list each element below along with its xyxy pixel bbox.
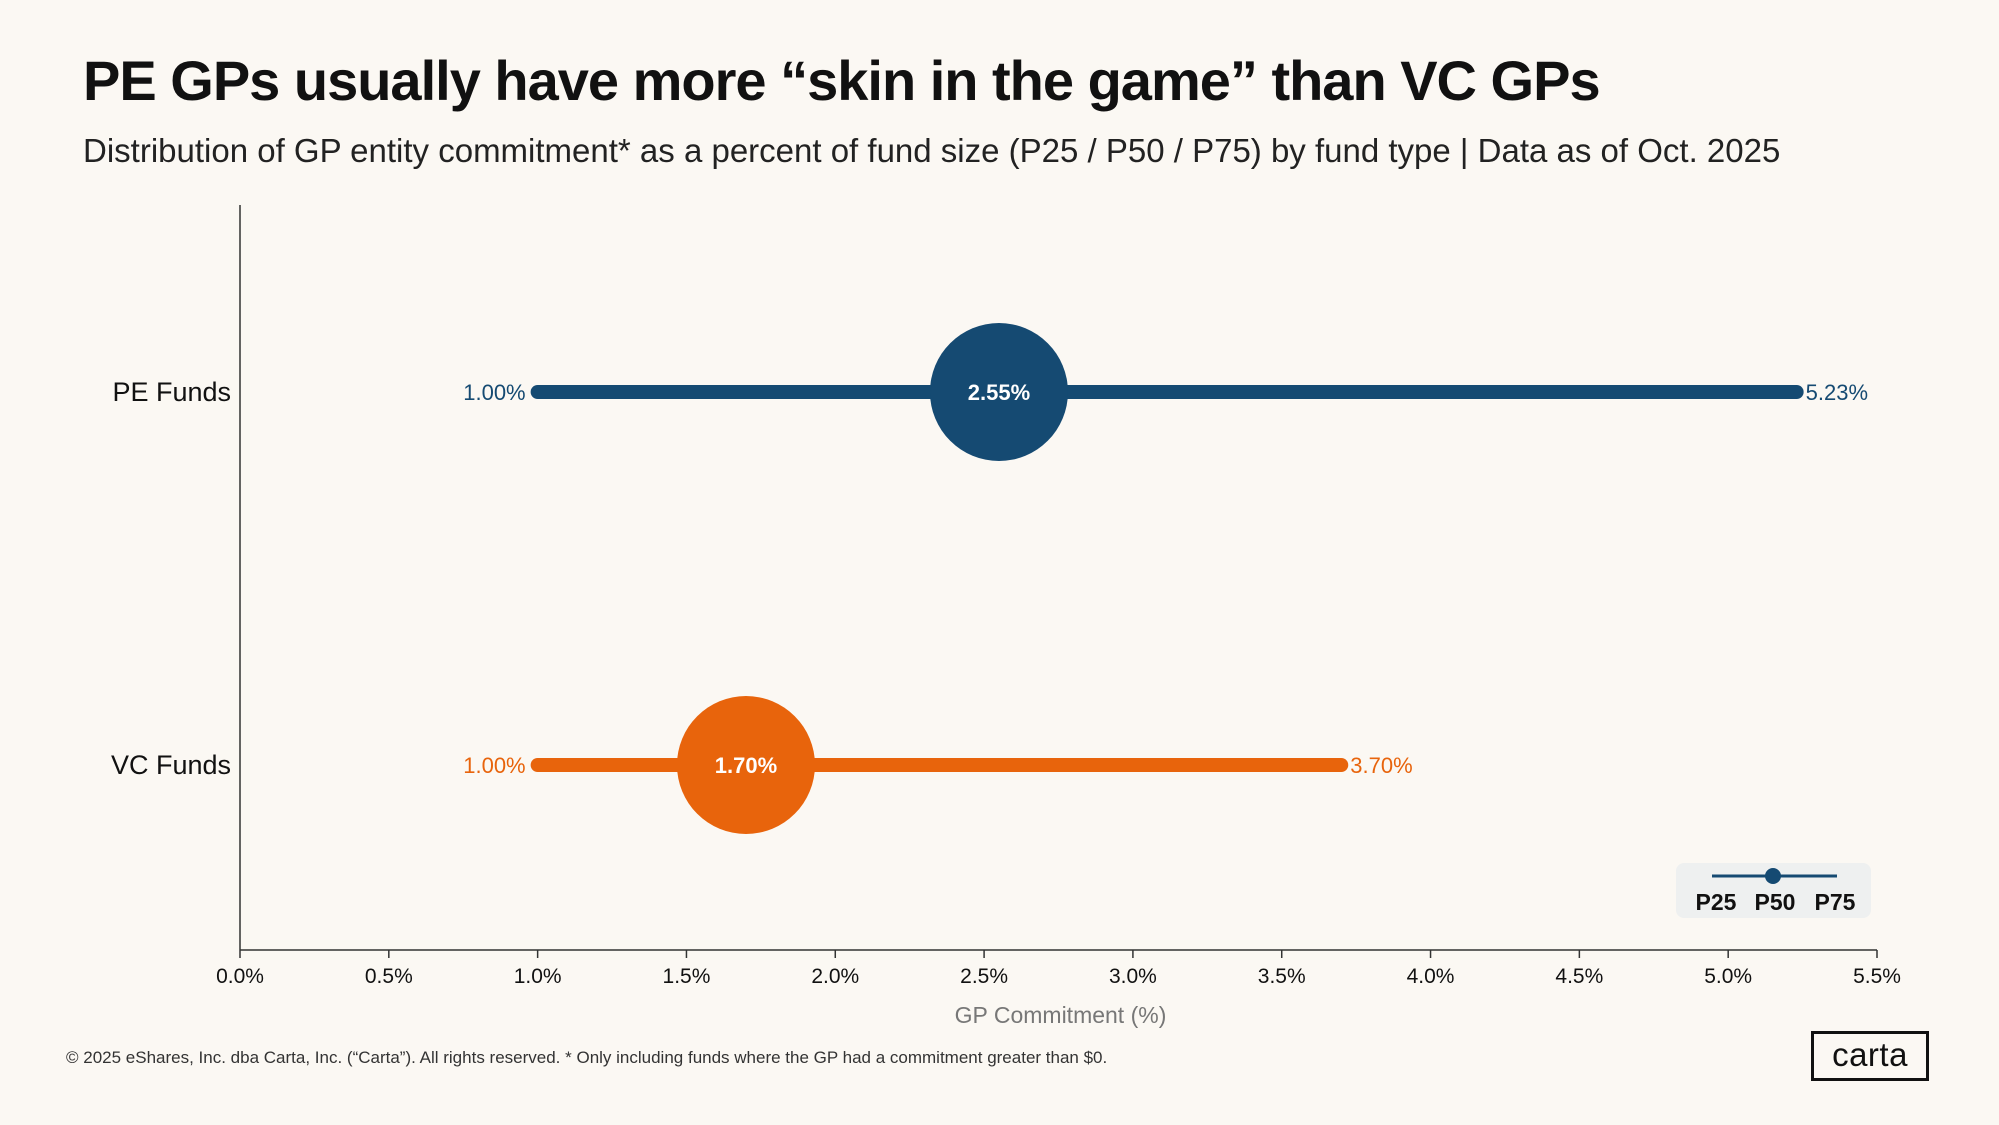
median-dot-pe-funds (929, 323, 1068, 461)
footer-copyright: © 2025 eShares, Inc. dba Carta, Inc. (“C… (66, 1048, 1108, 1067)
chart-title: PE GPs usually have more “skin in the ga… (83, 49, 1601, 112)
p75-label-pe-funds: 5.23% (1806, 380, 1868, 405)
x-tick-label: 3.0% (1109, 965, 1157, 988)
p50-label-vc-funds: 1.70% (715, 753, 777, 778)
p25-label-vc-funds: 1.00% (463, 753, 525, 778)
carta-logo: carta (1811, 1031, 1929, 1081)
x-tick-label: 3.5% (1258, 965, 1306, 988)
x-tick-label: 1.5% (663, 965, 711, 988)
median-dot-vc-funds (676, 696, 815, 834)
category-label-pe-funds: PE Funds (112, 377, 231, 407)
x-tick-label: 5.0% (1704, 965, 1752, 988)
x-tick-label: 4.0% (1407, 965, 1455, 988)
x-tick-label: 0.5% (365, 965, 413, 988)
category-label-vc-funds: VC Funds (111, 750, 231, 780)
legend-label-p75: P75 (1815, 889, 1856, 915)
p50-label-pe-funds: 2.55% (968, 380, 1030, 405)
legend-label-p50: P50 (1755, 889, 1796, 915)
chart-subtitle: Distribution of GP entity commitment* as… (83, 132, 1781, 169)
x-tick-label: 2.0% (811, 965, 859, 988)
x-tick-label: 1.0% (514, 965, 562, 988)
x-tick-label: 0.0% (216, 965, 264, 988)
x-tick-label: 4.5% (1555, 965, 1603, 988)
legend-dot (1765, 868, 1781, 884)
x-tick-label: 2.5% (960, 965, 1008, 988)
x-tick-label: 5.5% (1853, 965, 1901, 988)
p75-label-vc-funds: 3.70% (1350, 753, 1412, 778)
legend-label-p25: P25 (1696, 889, 1737, 915)
p25-label-pe-funds: 1.00% (463, 380, 525, 405)
x-axis-title: GP Commitment (%) (955, 1002, 1167, 1028)
